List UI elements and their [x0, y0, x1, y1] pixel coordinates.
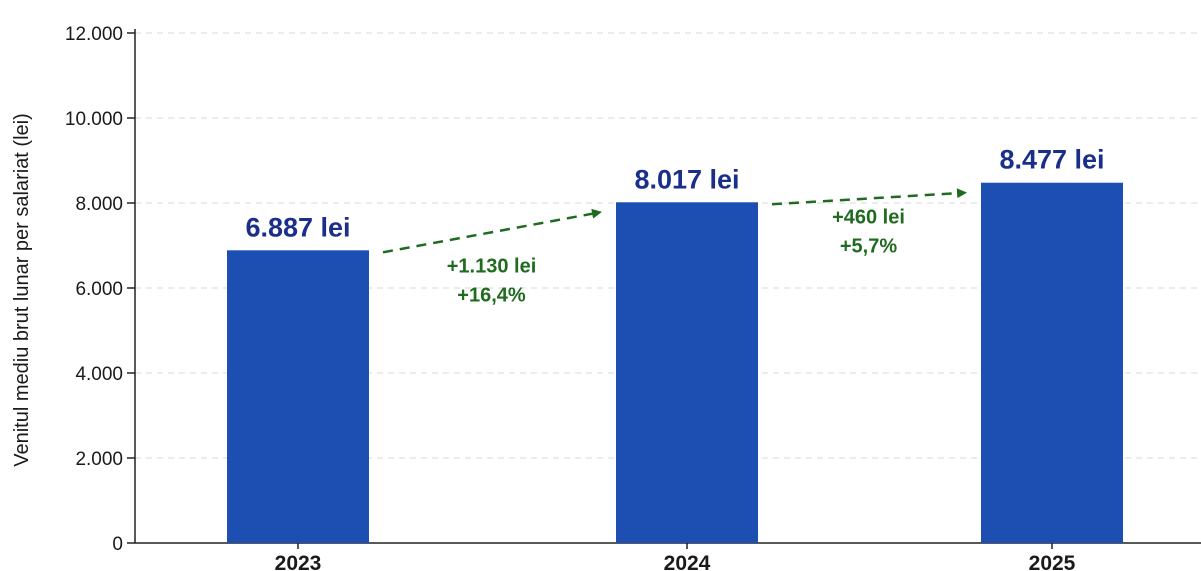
- y-tick-label: 10.000: [65, 109, 123, 130]
- y-axis-title: Venitul mediu brut lunar per salariat (l…: [11, 113, 33, 467]
- value-label: 8.477 lei: [999, 145, 1104, 175]
- growth-annotation: +16,4%: [457, 284, 526, 306]
- value-label: 6.887 lei: [245, 212, 350, 242]
- growth-annotation: +5,7%: [840, 236, 897, 258]
- labels: 0 2.000 4.000 6.000 8.000 10.000 12.000 6.887 l…: [65, 24, 1105, 571]
- x-tick-label: 2023: [275, 552, 322, 571]
- bar-2024: [616, 202, 758, 543]
- growth-arrow: [771, 188, 967, 206]
- x-tick-label: 2024: [664, 552, 711, 571]
- bar-2025: [981, 182, 1123, 544]
- growth-annotation: +1.130 lei: [447, 255, 537, 277]
- x-tick-label: 2025: [1029, 552, 1076, 571]
- y-tick-label: 2.000: [75, 449, 123, 470]
- value-label: 8.017 lei: [634, 164, 739, 194]
- y-tick-label: 4.000: [75, 364, 123, 385]
- y-tick-label: 8.000: [75, 194, 123, 215]
- bars: [227, 182, 1123, 544]
- growth-arrow: [382, 208, 602, 254]
- y-tick-label: 12.000: [65, 24, 123, 45]
- bar-2023: [227, 250, 369, 544]
- growth-annotation: +460 lei: [832, 207, 905, 229]
- y-tick-label: 6.000: [75, 279, 123, 300]
- y-tick-label: 0: [112, 534, 123, 555]
